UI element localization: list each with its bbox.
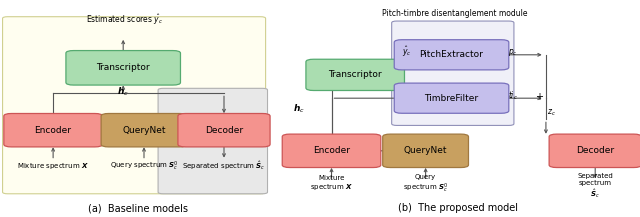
Text: Decoder: Decoder xyxy=(205,126,243,135)
Text: Pitch-timbre disentanglement module: Pitch-timbre disentanglement module xyxy=(381,8,527,18)
FancyBboxPatch shape xyxy=(383,134,468,168)
FancyBboxPatch shape xyxy=(66,51,180,85)
Text: QueryNet: QueryNet xyxy=(122,126,166,135)
Text: QueryNet: QueryNet xyxy=(404,146,447,155)
FancyBboxPatch shape xyxy=(394,83,509,113)
Text: TimbreFilter: TimbreFilter xyxy=(424,94,479,103)
Text: Encoder: Encoder xyxy=(35,126,72,135)
FancyBboxPatch shape xyxy=(178,113,270,147)
Text: $p_c$: $p_c$ xyxy=(508,47,517,58)
FancyBboxPatch shape xyxy=(282,134,381,168)
FancyBboxPatch shape xyxy=(392,21,514,125)
FancyBboxPatch shape xyxy=(101,113,187,147)
FancyBboxPatch shape xyxy=(394,40,509,70)
FancyBboxPatch shape xyxy=(3,17,266,194)
FancyBboxPatch shape xyxy=(549,134,640,168)
Text: $\hat{y}_c$: $\hat{y}_c$ xyxy=(402,45,412,59)
Text: $ti_c$: $ti_c$ xyxy=(508,90,518,102)
Text: $\boldsymbol{h}_c$: $\boldsymbol{h}_c$ xyxy=(117,86,129,99)
Text: PitchExtractor: PitchExtractor xyxy=(420,50,483,59)
Text: Query
spectrum $\boldsymbol{S}_c^0$: Query spectrum $\boldsymbol{S}_c^0$ xyxy=(403,174,448,195)
Text: Estimated scores $\hat{y}_c$: Estimated scores $\hat{y}_c$ xyxy=(86,12,164,27)
Text: Separated
spectrum
$\hat{\boldsymbol{S}}_c$: Separated spectrum $\hat{\boldsymbol{S}}… xyxy=(577,173,613,200)
Text: $\boldsymbol{h}_c$: $\boldsymbol{h}_c$ xyxy=(293,102,305,115)
Text: Mixture
spectrum $\boldsymbol{X}$: Mixture spectrum $\boldsymbol{X}$ xyxy=(310,175,353,192)
Text: Transcriptor: Transcriptor xyxy=(328,70,382,79)
Text: Mixture spectrum $\boldsymbol{X}$: Mixture spectrum $\boldsymbol{X}$ xyxy=(17,161,88,171)
Text: Encoder: Encoder xyxy=(313,146,350,155)
Text: $+$: $+$ xyxy=(535,91,544,102)
Text: Transcriptor: Transcriptor xyxy=(97,63,150,72)
Text: (a)  Baseline models: (a) Baseline models xyxy=(88,203,188,213)
Text: Separated spectrum $\hat{\boldsymbol{S}}_c$: Separated spectrum $\hat{\boldsymbol{S}}… xyxy=(182,160,266,172)
Text: Decoder: Decoder xyxy=(576,146,614,155)
Text: $z_c$: $z_c$ xyxy=(547,108,556,118)
Text: (b)  The proposed model: (b) The proposed model xyxy=(397,203,518,213)
FancyBboxPatch shape xyxy=(158,88,268,194)
FancyBboxPatch shape xyxy=(306,59,404,90)
Text: Query spectrum $\boldsymbol{S}_c^0$: Query spectrum $\boldsymbol{S}_c^0$ xyxy=(109,159,179,173)
FancyBboxPatch shape xyxy=(4,113,102,147)
